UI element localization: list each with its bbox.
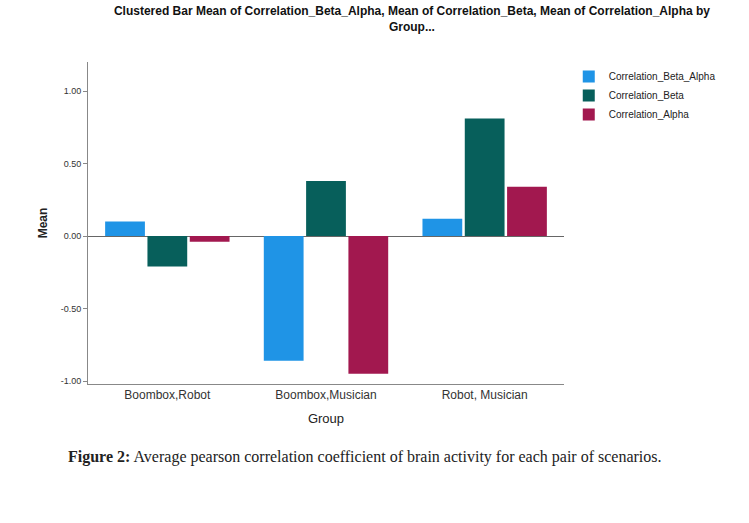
svg-text:Group: Group bbox=[308, 411, 344, 426]
svg-text:Boombox,Musician: Boombox,Musician bbox=[275, 388, 376, 402]
svg-text:1.00: 1.00 bbox=[64, 86, 82, 96]
svg-text:Correlation_Beta_Alpha: Correlation_Beta_Alpha bbox=[609, 71, 716, 82]
svg-text:Robot, Musician: Robot, Musician bbox=[442, 388, 528, 402]
html-text:Figure 2: Average pearson corr: Figure 2: Average pearson correlation co… bbox=[68, 448, 662, 465]
svg-text:Correlation_Beta: Correlation_Beta bbox=[609, 90, 684, 101]
svg-text:0.00: 0.00 bbox=[64, 231, 82, 241]
svg-text:Correlation_Alpha: Correlation_Alpha bbox=[609, 109, 689, 120]
svg-text:-1.00: -1.00 bbox=[61, 376, 82, 386]
svg-text:Mean: Mean bbox=[36, 208, 50, 239]
svg-text:0.50: 0.50 bbox=[64, 159, 82, 169]
svg-text:-0.50: -0.50 bbox=[61, 304, 82, 314]
svg-text:Boombox,Robot: Boombox,Robot bbox=[124, 388, 211, 402]
svg-text:Clustered Bar Mean of Correlat: Clustered Bar Mean of Correlation_Beta_A… bbox=[114, 4, 710, 34]
